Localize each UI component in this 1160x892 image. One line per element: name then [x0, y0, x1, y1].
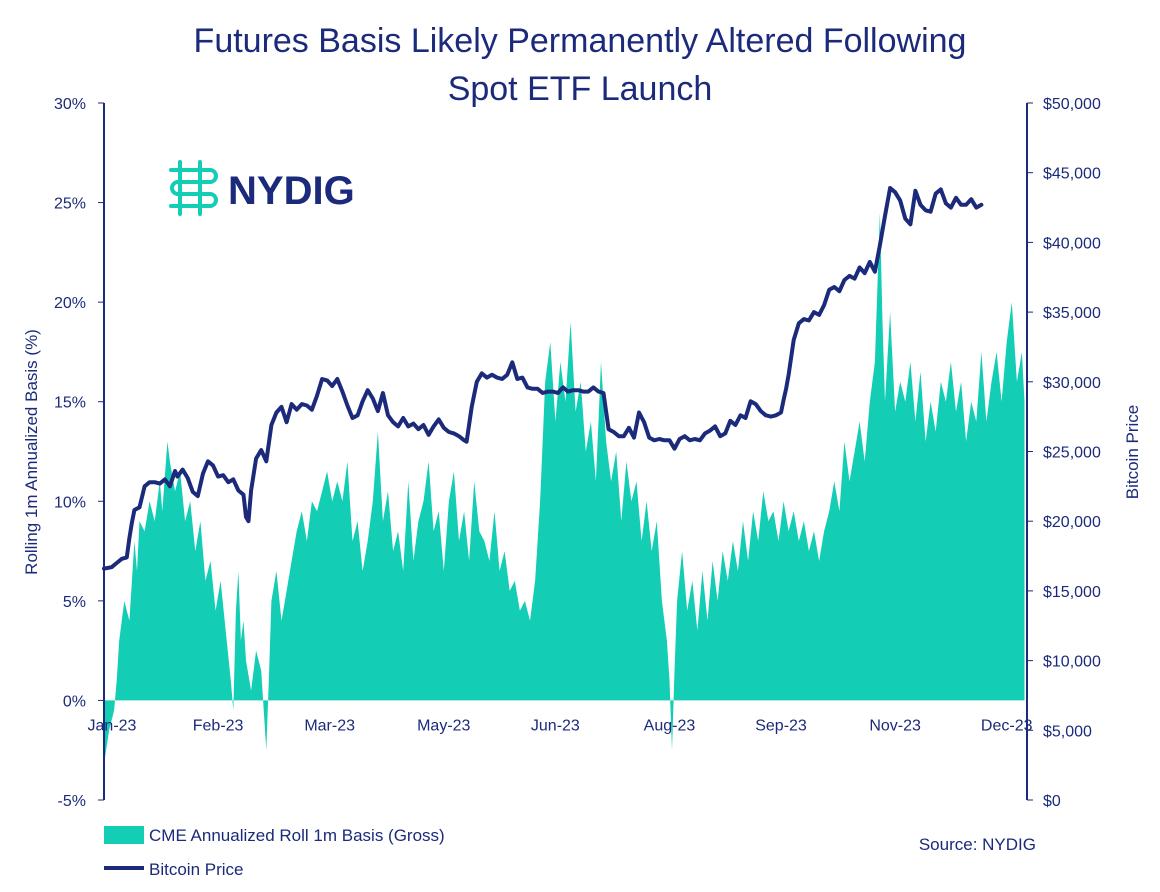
- left-axis-ticks: 30% 25% 20% 15% 10% 5% 0% -5%: [54, 96, 104, 810]
- right-tick-label: $15,000: [1043, 584, 1101, 601]
- right-tick-label: $0: [1043, 793, 1061, 810]
- left-tick-label: 5%: [63, 594, 86, 611]
- left-tick-label: 0%: [63, 693, 86, 710]
- logo-wordmark: NYDIG: [228, 169, 355, 213]
- chart-title-line-1: Futures Basis Likely Permanently Altered…: [194, 22, 967, 60]
- right-tick-label: $50,000: [1043, 96, 1101, 113]
- x-tick-label: Dec-23: [981, 717, 1033, 734]
- right-tick-label: $10,000: [1043, 654, 1101, 671]
- left-tick-label: 30%: [54, 96, 86, 113]
- left-tick-label: 15%: [54, 395, 86, 412]
- left-tick-label: -5%: [58, 793, 86, 810]
- right-tick-label: $40,000: [1043, 235, 1101, 252]
- x-tick-label: Mar-23: [304, 717, 355, 734]
- right-axis-ticks: $50,000 $45,000 $40,000 $35,000 $30,000 $25,0…: [1027, 96, 1101, 810]
- x-tick-label: Aug-23: [644, 717, 696, 734]
- legend-label-price: Bitcoin Price: [149, 860, 243, 879]
- right-tick-label: $20,000: [1043, 514, 1101, 531]
- legend-swatch-basis: [104, 826, 144, 844]
- left-tick-label: 10%: [54, 494, 86, 511]
- source-note: Source: NYDIG: [919, 835, 1036, 854]
- nydig-logo: NYDIG: [169, 160, 355, 216]
- price-line-layer: [102, 186, 984, 571]
- right-tick-label: $35,000: [1043, 305, 1101, 322]
- x-tick-label: Jun-23: [531, 717, 580, 734]
- x-tick-label: May-23: [417, 717, 470, 734]
- x-tick-label: Sep-23: [755, 717, 807, 734]
- right-tick-label: $25,000: [1043, 445, 1101, 462]
- nydig-logo-icon: [169, 160, 218, 216]
- left-tick-label: 20%: [54, 295, 86, 312]
- x-tick-label: Jan-23: [88, 717, 137, 734]
- left-axis-label: Rolling 1m Annualized Basis (%): [22, 329, 41, 575]
- basis-area-series: [104, 212, 1025, 765]
- basis-area-layer: [104, 212, 1025, 765]
- bitcoin-price-line: [102, 186, 984, 571]
- right-tick-label: $30,000: [1043, 375, 1101, 392]
- x-axis-ticks: Jan-23 Feb-23 Mar-23 May-23 Jun-23 Aug-23 Sep-…: [88, 717, 1033, 734]
- right-axis-label: Bitcoin Price: [1123, 405, 1142, 499]
- x-tick-label: Feb-23: [193, 717, 244, 734]
- legend-label-basis: CME Annualized Roll 1m Basis (Gross): [149, 826, 445, 845]
- x-tick-label: Nov-23: [869, 717, 921, 734]
- right-tick-label: $45,000: [1043, 166, 1101, 183]
- left-tick-label: 25%: [54, 196, 86, 213]
- chart-title-line-2: Spot ETF Launch: [448, 70, 713, 108]
- right-tick-label: $5,000: [1043, 723, 1092, 740]
